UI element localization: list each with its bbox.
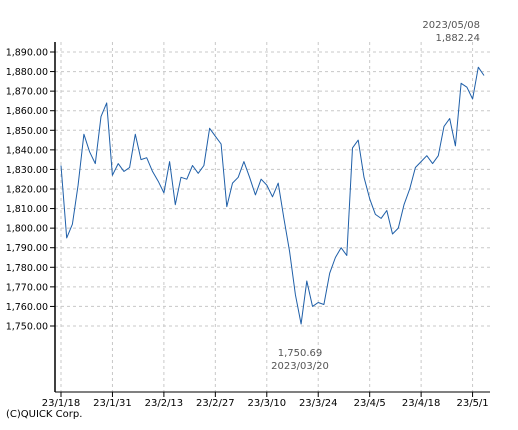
y-tick-label: 1,880.00: [6, 67, 48, 78]
x-tick-label: 23/4/18: [402, 398, 441, 409]
y-tick-label: 1,870.00: [6, 87, 48, 98]
x-tick-label: 23/2/27: [196, 398, 235, 409]
high-date-label: 2023/05/08: [422, 20, 480, 31]
low-value-label: 1,750.69: [278, 348, 323, 359]
y-tick-label: 1,760.00: [6, 302, 48, 313]
x-tick-label: 23/1/31: [93, 398, 132, 409]
y-tick-label: 1,770.00: [6, 282, 48, 293]
x-tick-label: 23/1/18: [42, 398, 81, 409]
y-tick-label: 1,890.00: [6, 48, 48, 59]
x-tick-label: 23/3/24: [299, 398, 338, 409]
y-tick-label: 1,850.00: [6, 126, 48, 137]
y-tick-label: 1,830.00: [6, 165, 48, 176]
y-ticks: 1,750.00 1,760.00 1,770.00 1,780.00 1,790.00…: [6, 48, 55, 333]
y-tick-label: 1,800.00: [6, 224, 48, 235]
y-tick-label: 1,840.00: [6, 145, 48, 156]
x-tick-label: 23/3/10: [248, 398, 287, 409]
series-line: [60, 66, 485, 325]
y-tick-label: 1,860.00: [6, 106, 48, 117]
high-value-label: 1,882.24: [435, 33, 480, 44]
x-tick-label: 23/5/1: [456, 398, 488, 409]
axes: [54, 42, 490, 393]
x-tick-label: 23/2/13: [145, 398, 184, 409]
copyright-text: (C)QUICK Corp.: [6, 409, 82, 420]
x-ticks: 23/1/18 23/1/31 23/2/13 23/2/27 23/3/10 23/3/…: [42, 392, 489, 409]
low-date-label: 2023/03/20: [271, 361, 329, 372]
y-tick-label: 1,810.00: [6, 204, 48, 215]
grid: [55, 42, 490, 392]
x-tick-label: 23/4/5: [354, 398, 386, 409]
y-tick-label: 1,820.00: [6, 185, 48, 196]
y-tick-label: 1,780.00: [6, 263, 48, 274]
y-tick-label: 1,750.00: [6, 322, 48, 333]
y-tick-label: 1,790.00: [6, 243, 48, 254]
